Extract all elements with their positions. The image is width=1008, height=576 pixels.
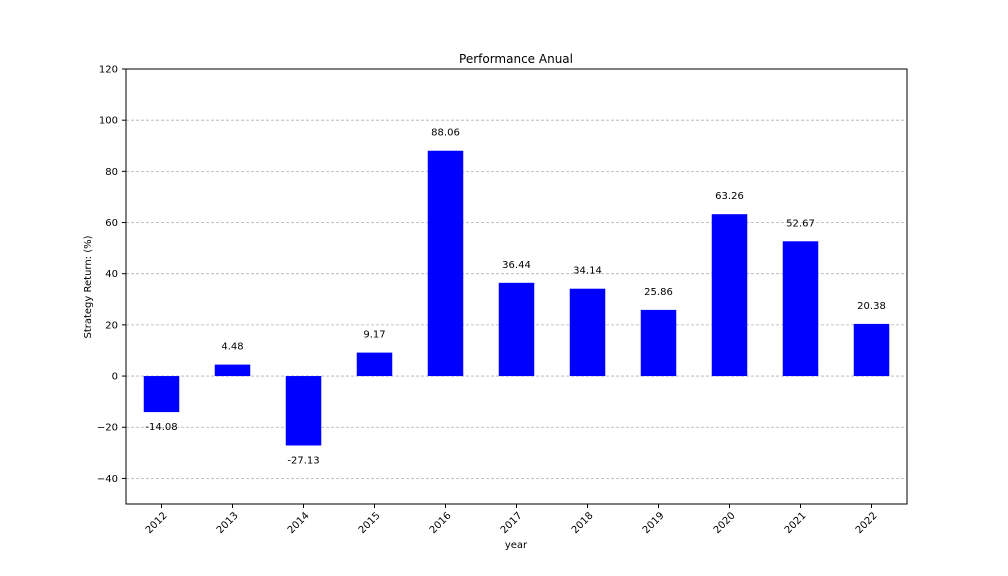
- bar: [782, 241, 819, 377]
- bar: [569, 288, 606, 377]
- y-axis: −40 −20 0 20 40 60 80 100 120: [97, 65, 126, 485]
- bar-value-label: -27.13: [287, 455, 319, 466]
- bar: [285, 376, 322, 446]
- bar-value-label: 34.14: [573, 266, 602, 277]
- bar: [640, 309, 677, 377]
- bar: [498, 282, 535, 377]
- y-tick-label: −20: [97, 423, 118, 434]
- bar-value-labels: -14.08 4.48 -27.13 9.17 88.06 36.44 34.14 25.86…: [145, 128, 885, 467]
- y-tick-label: −40: [97, 474, 118, 485]
- bar-value-label: 4.48: [221, 342, 243, 353]
- bar-value-label: 63.26: [715, 191, 744, 202]
- x-axis-label: year: [505, 540, 528, 551]
- bar: [143, 376, 180, 413]
- y-tick-label: 120: [99, 65, 118, 76]
- bar-value-label: 20.38: [857, 301, 886, 312]
- y-tick-label: 80: [105, 167, 118, 178]
- y-tick-label: 100: [99, 116, 118, 127]
- bars: [143, 150, 890, 446]
- bar-value-label: 25.86: [644, 287, 673, 298]
- bar-value-label: 9.17: [363, 330, 385, 341]
- bar-value-label: 36.44: [502, 260, 531, 271]
- y-tick-label: 60: [105, 218, 118, 229]
- bar: [711, 214, 748, 377]
- bar: [427, 150, 464, 377]
- bar: [214, 364, 251, 377]
- y-tick-label: 20: [105, 320, 118, 331]
- y-tick-label: 0: [112, 372, 118, 383]
- bar: [853, 323, 890, 377]
- y-axis-label: Strategy Return: (%): [83, 235, 94, 338]
- y-tick-label: 40: [105, 269, 118, 280]
- bar-value-label: 88.06: [431, 128, 460, 139]
- bar-value-label: -14.08: [145, 422, 177, 433]
- chart-title: Performance Anual: [459, 52, 573, 66]
- bar-value-label: 52.67: [786, 218, 815, 229]
- bar: [356, 352, 393, 377]
